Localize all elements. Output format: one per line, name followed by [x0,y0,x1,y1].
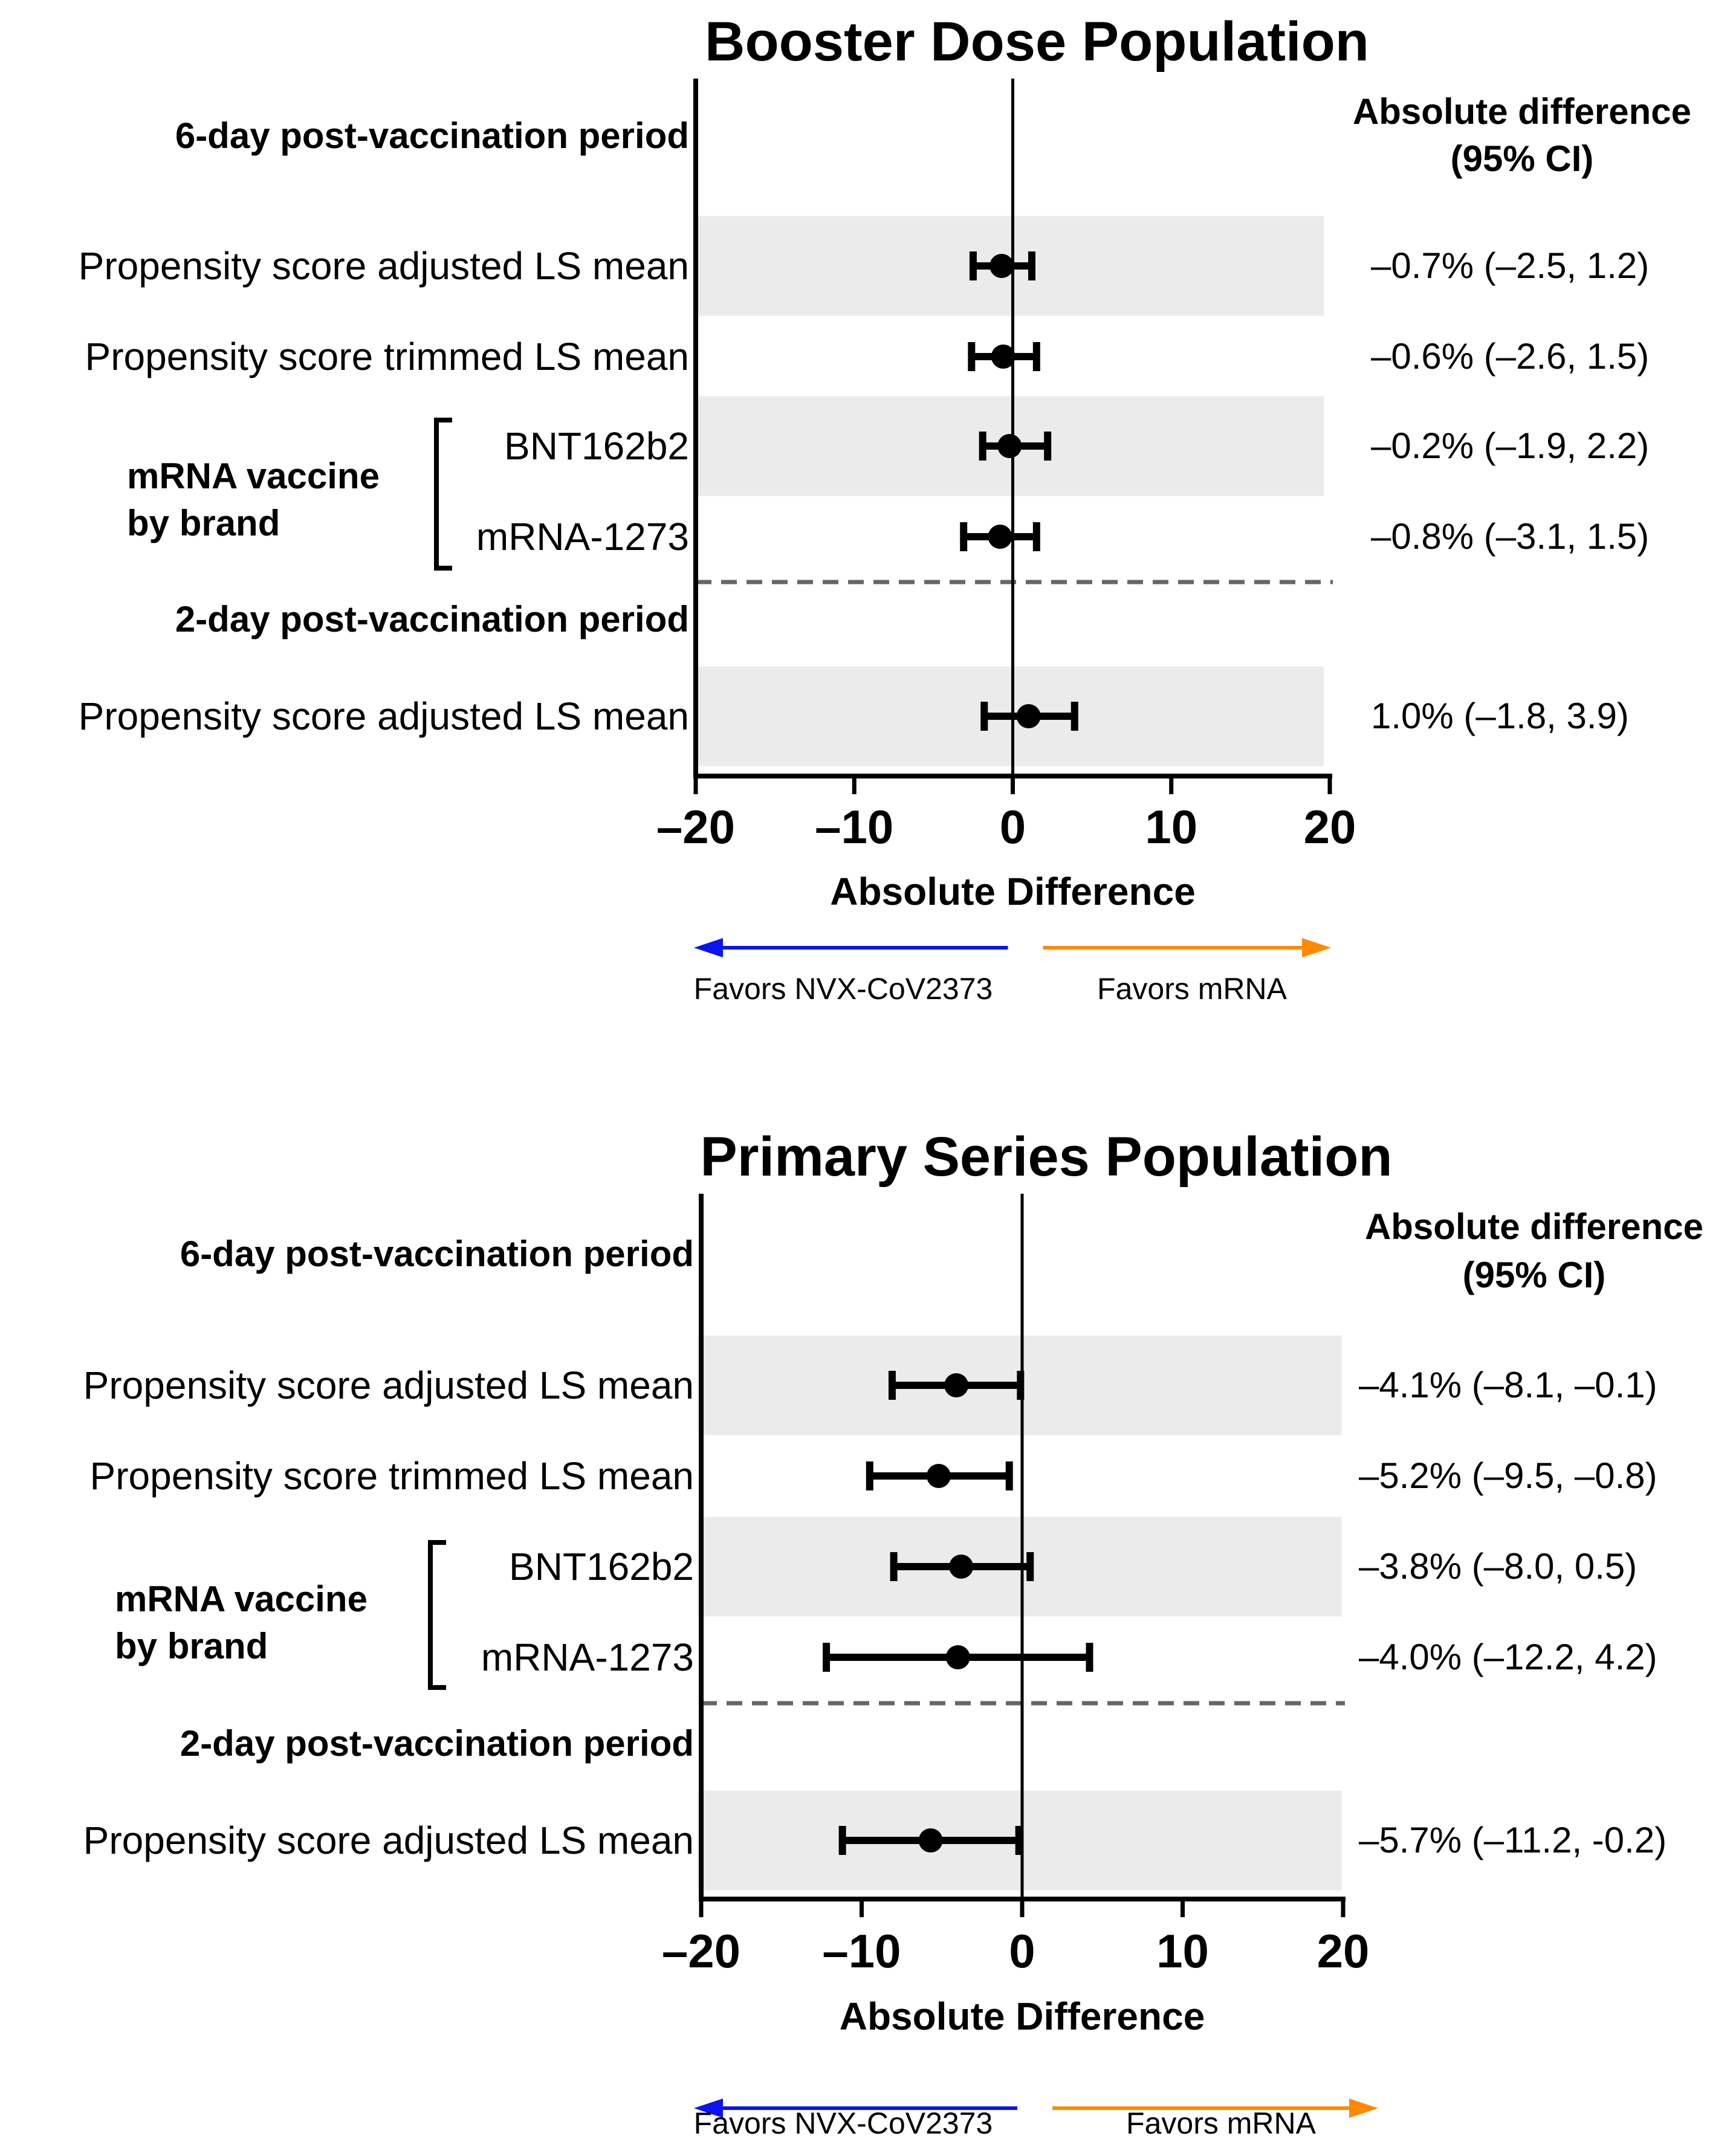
point-estimate [944,1373,969,1397]
row-label: BNT162b2 [509,1545,694,1588]
point-estimate [997,434,1022,458]
point-estimate [991,345,1015,369]
x-tick-label: –20 [656,800,735,853]
section-label: 2-day post-vaccination period [175,599,689,639]
arrow-right-icon [1302,938,1331,957]
x-tick-label: 0 [1000,800,1026,853]
row-label: Propensity score adjusted LS mean [79,244,689,288]
section-label: 2-day post-vaccination period [180,1723,694,1764]
favors-right-label: Favors mRNA [1097,972,1287,1006]
row-label: Propensity score trimmed LS mean [85,335,690,378]
point-estimate [1016,704,1041,728]
row-label: mRNA-1273 [481,1636,694,1679]
ci-value-text: –0.7% (–2.5, 1.2) [1371,245,1649,286]
ci-column-header: (95% CI) [1463,1255,1606,1295]
point-estimate [926,1464,951,1488]
ci-column-header: (95% CI) [1451,138,1594,179]
group-label: mRNA vaccine [115,1579,368,1619]
x-axis-label: Absolute Difference [830,870,1196,913]
ci-value-text: –4.1% (–8.1, –0.1) [1359,1365,1657,1405]
panel-primary-series: Primary Series Population –20 –10 0 10 20 Abso… [83,1126,1703,2139]
point-estimate [945,1645,970,1669]
arrow-right-icon [1349,2099,1378,2118]
point-estimate [988,525,1012,549]
section-label: 6-day post-vaccination period [175,115,689,156]
row-label: Propensity score adjusted LS mean [79,694,689,738]
group-label: by brand [127,503,280,543]
arrow-left-icon [694,938,723,957]
ci-value-text: –0.2% (–1.9, 2.2) [1371,426,1649,466]
panel-title: Booster Dose Population [705,11,1369,73]
favors-right-label: Favors mRNA [1126,2106,1317,2139]
ci-value-text: –0.8% (–3.1, 1.5) [1371,516,1649,557]
x-axis-label: Absolute Difference [840,1995,1205,2038]
x-tick-label: –10 [822,1924,901,1978]
favors-left-label: Favors NVX-CoV2373 [694,2106,993,2139]
group-bracket [428,1540,446,1690]
section-label: 6-day post-vaccination period [180,1234,694,1274]
arrow-left-icon [694,2099,723,2118]
x-tick-label: –10 [815,800,893,853]
row-label: Propensity score trimmed LS mean [90,1454,695,1498]
x-tick-label: 20 [1317,1924,1370,1978]
ci-column-header: Absolute difference [1353,91,1691,132]
favors-left-label: Favors NVX-CoV2373 [694,972,993,1006]
x-tick-label: 0 [1009,1924,1035,1978]
row-label: mRNA-1273 [476,515,689,558]
point-estimate [949,1555,974,1579]
ci-value-text: 1.0% (–1.8, 3.9) [1371,696,1629,736]
panel-title: Primary Series Population [700,1126,1392,1188]
ci-value-text: –5.2% (–9.5, –0.8) [1359,1455,1657,1496]
group-bracket [434,418,452,571]
x-tick-label: 10 [1156,1924,1209,1978]
x-tick-label: –20 [662,1924,740,1978]
x-tick-label: 10 [1145,800,1197,853]
group-label: by brand [115,1626,268,1666]
x-tick-label: 20 [1304,800,1356,853]
ci-value-text: –4.0% (–12.2, 4.2) [1359,1637,1657,1677]
ci-value-text: –5.7% (–11.2, -0.2) [1359,1820,1666,1860]
row-label: BNT162b2 [504,424,689,468]
ci-value-text: –3.8% (–8.0, 0.5) [1359,1546,1637,1587]
group-label: mRNA vaccine [127,456,380,496]
panel-booster-dose: Booster Dose Population –20 –10 0 10 20 Absolu… [79,11,1691,1006]
row-label: Propensity score adjusted LS mean [83,1364,694,1407]
row-label: Propensity score adjusted LS mean [83,1819,694,1862]
ci-value-text: –0.6% (–2.6, 1.5) [1371,336,1649,377]
point-estimate [918,1828,943,1853]
ci-column-header: Absolute difference [1365,1206,1703,1247]
point-estimate [989,254,1014,278]
